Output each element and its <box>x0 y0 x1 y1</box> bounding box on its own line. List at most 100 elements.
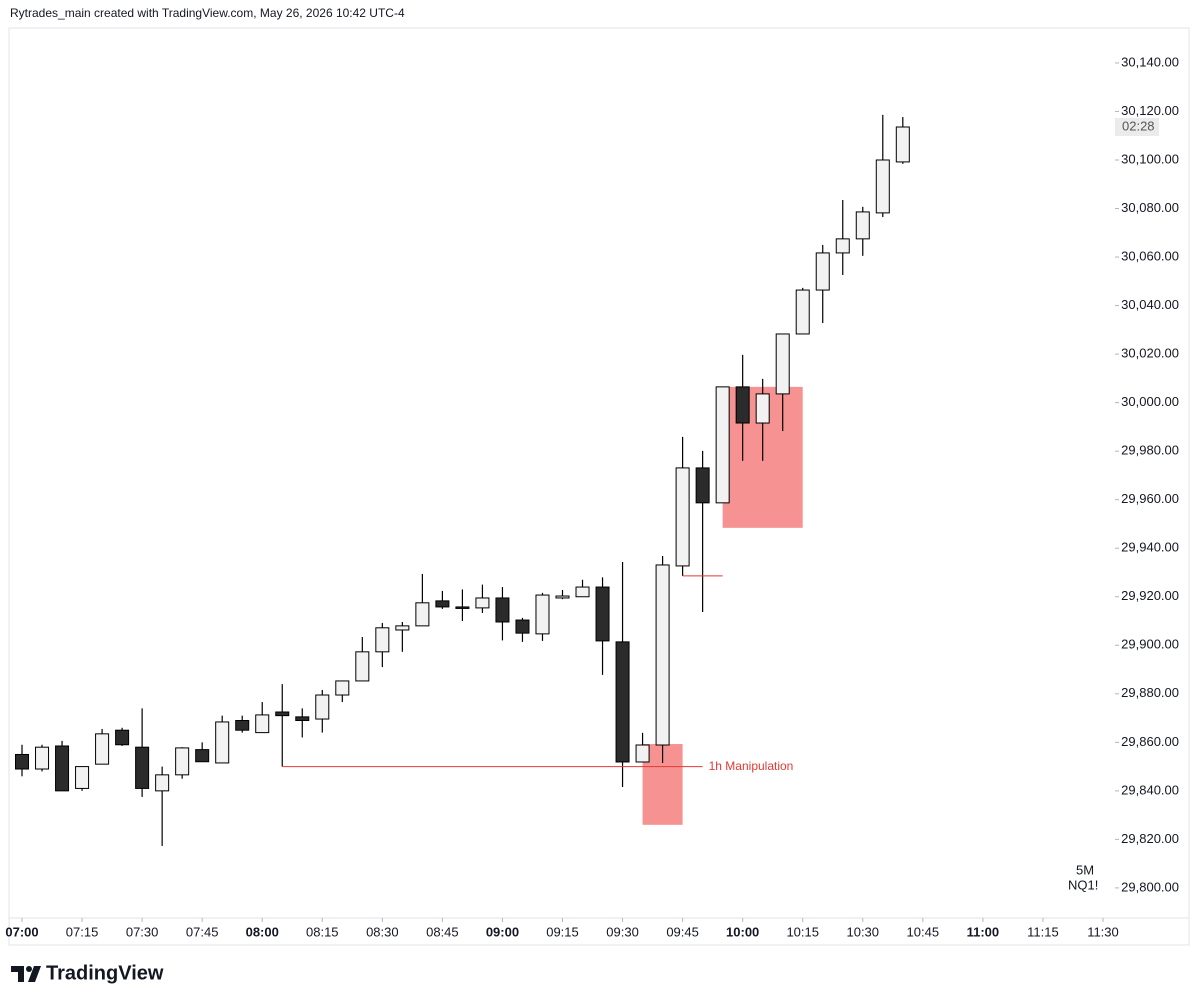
candle <box>395 621 410 652</box>
candle <box>875 114 890 218</box>
candle <box>715 386 730 504</box>
candle-body <box>95 733 110 765</box>
candle-body <box>515 619 530 634</box>
x-tick-label: 10:15 <box>786 924 819 939</box>
candle <box>755 378 770 461</box>
y-tick-label: 29,800.00 <box>1121 879 1179 894</box>
countdown: 02:28 <box>1122 118 1155 133</box>
candle-body <box>55 745 70 792</box>
candle-body <box>435 600 450 608</box>
candle <box>95 728 110 765</box>
candle <box>195 742 210 763</box>
x-tick-label: 10:30 <box>846 924 879 939</box>
candle <box>215 715 230 764</box>
candle-body <box>815 252 830 291</box>
candle-body <box>755 393 770 424</box>
candle <box>275 684 290 767</box>
candle <box>175 747 190 779</box>
candle-body <box>375 627 390 653</box>
candle-body <box>195 749 210 763</box>
candle <box>295 708 310 738</box>
candle-body <box>235 719 250 731</box>
candle <box>455 589 470 622</box>
plot-area: 1h Manipulation NQ1! <box>15 114 1098 892</box>
brand-name: TradingView <box>46 962 164 984</box>
y-tick-label: 29,820.00 <box>1121 831 1179 846</box>
candle-body <box>595 586 610 642</box>
chart-title: Rytrades_main created with TradingView.c… <box>10 6 405 20</box>
candle <box>55 740 70 792</box>
candle <box>375 622 390 668</box>
countdown-box <box>1115 117 1159 136</box>
x-tick-label: 10:45 <box>907 924 940 939</box>
candle <box>115 727 130 746</box>
candle <box>615 562 630 787</box>
y-tick-label: 29,880.00 <box>1121 685 1179 700</box>
brand-icon-dot <box>26 966 32 972</box>
candle <box>635 732 650 763</box>
candle-body <box>635 744 650 763</box>
candle-body <box>455 606 470 609</box>
x-tick-label: 08:15 <box>306 924 339 939</box>
y-tick-label: 29,920.00 <box>1121 588 1179 603</box>
candle <box>15 744 30 777</box>
candle <box>515 617 530 642</box>
x-tick-label: 07:15 <box>66 924 99 939</box>
y-tick-label: 30,040.00 <box>1121 297 1179 312</box>
candle <box>75 766 90 791</box>
x-tick-label: 10:00 <box>726 924 759 939</box>
candle <box>535 592 550 641</box>
candle <box>675 436 690 576</box>
candle <box>815 244 830 324</box>
candle-body <box>415 602 430 627</box>
y-tick-label: 29,960.00 <box>1121 491 1179 506</box>
candle <box>155 766 170 846</box>
candle-body <box>835 238 850 254</box>
candle-body <box>35 746 50 770</box>
x-tick-label: 09:00 <box>486 924 519 939</box>
candle-body <box>135 746 150 789</box>
brand-icon <box>11 966 41 982</box>
x-tick-label: 11:15 <box>1027 924 1059 939</box>
x-tick-label: 08:45 <box>426 924 459 939</box>
y-tick-label: 29,940.00 <box>1121 540 1179 555</box>
candle-body <box>675 467 690 567</box>
candle <box>795 287 810 335</box>
candle <box>35 744 50 772</box>
candle <box>435 590 450 609</box>
y-tick-label: 30,120.00 <box>1121 103 1179 118</box>
x-tick-label: 07:45 <box>186 924 219 939</box>
y-tick-label: 30,140.00 <box>1121 54 1179 69</box>
candle-body <box>215 721 230 764</box>
candle-body <box>735 386 750 424</box>
candle-body <box>695 467 710 504</box>
candle-body <box>615 641 630 763</box>
x-tick-label: 09:45 <box>666 924 699 939</box>
candle <box>835 200 850 276</box>
candle <box>355 637 370 682</box>
y-tick-label: 30,000.00 <box>1121 394 1179 409</box>
candle-body <box>295 716 310 721</box>
y-tick-label: 29,900.00 <box>1121 637 1179 652</box>
candle-body <box>495 597 510 623</box>
chart-frame <box>8 27 1190 946</box>
x-tick-label: 07:00 <box>5 924 38 939</box>
candle-body <box>475 597 490 609</box>
y-tick-label: 29,860.00 <box>1121 734 1179 749</box>
x-tick-label: 09:15 <box>546 924 579 939</box>
candle <box>475 584 490 614</box>
candle <box>895 117 910 164</box>
candle-body <box>555 595 570 599</box>
candle <box>735 354 750 461</box>
level-label: 1h Manipulation <box>709 759 794 773</box>
y-tick-label: 30,060.00 <box>1121 248 1179 263</box>
candle <box>255 702 270 734</box>
candle-body <box>575 586 590 598</box>
x-tick-label: 08:30 <box>366 924 399 939</box>
candle-body <box>715 386 730 504</box>
candle-body <box>655 564 670 746</box>
x-tick-label: 09:30 <box>606 924 639 939</box>
candle-body <box>75 766 90 789</box>
x-tick-label: 08:00 <box>246 924 279 939</box>
